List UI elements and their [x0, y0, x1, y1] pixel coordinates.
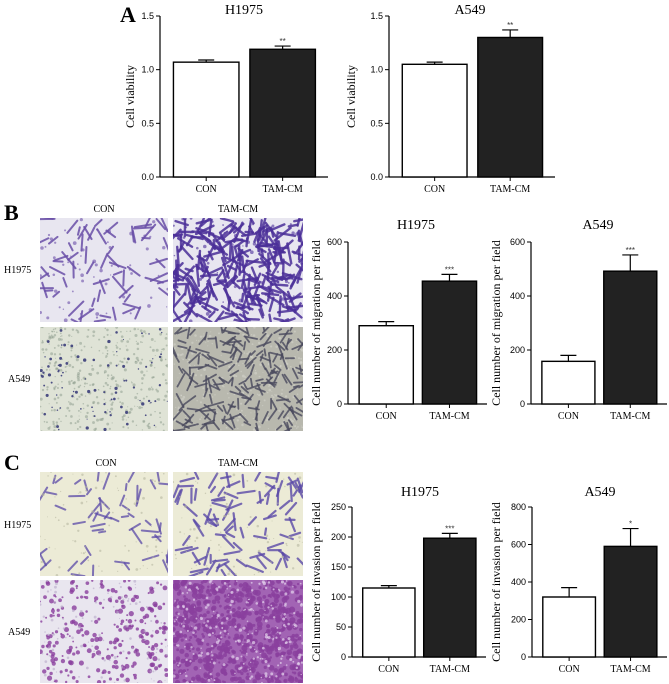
x-tick-label: TAM-CM	[430, 664, 470, 675]
significance-marker: ***	[445, 524, 454, 533]
micrograph-c-a549-con	[40, 580, 168, 683]
y-tick-label: 600	[510, 237, 525, 247]
panel-label-c: C	[4, 450, 20, 475]
x-tick-label: CON	[376, 411, 397, 422]
y-tick-label: 0.5	[141, 118, 154, 128]
y-tick-label: 200	[510, 345, 525, 355]
y-tick-label: 1.5	[370, 11, 383, 21]
y-tick-label: 600	[511, 540, 526, 550]
y-axis-label: Cell number of invasion per field	[309, 502, 323, 662]
y-axis-label: Cell number of invasion per field	[489, 502, 503, 662]
y-tick-label: 400	[511, 577, 526, 587]
panel-label-a: A	[120, 2, 136, 27]
bar-tam-cm	[477, 36, 544, 178]
micrograph-c-a549-tamcm	[173, 580, 303, 683]
significance-marker: *	[629, 520, 632, 529]
b-row-label-a549: A549	[8, 374, 30, 385]
c-col-label-tamcm: TAM-CM	[218, 458, 258, 469]
y-tick-label: 150	[331, 562, 346, 572]
c-row-label-a549: A549	[8, 627, 30, 638]
x-tick-label: CON	[378, 664, 399, 675]
bar-tam-cm	[422, 537, 477, 658]
bar-con	[172, 61, 240, 178]
x-tick-label: TAM-CM	[262, 184, 302, 195]
x-tick-label: CON	[424, 184, 445, 195]
chart-title: H1975	[397, 218, 435, 233]
chart-b-h1975: H1975 Cell number of migration per field 0…	[309, 218, 487, 422]
chart-title: H1975	[401, 485, 439, 500]
y-axis-label: Cell viability	[123, 65, 137, 128]
y-tick-label: 1.0	[370, 65, 383, 75]
x-tick-label: TAM-CM	[490, 184, 530, 195]
c-row-label-h1975: H1975	[4, 520, 31, 531]
y-tick-label: 400	[327, 291, 342, 301]
bar-tam-cm	[603, 545, 658, 658]
b-row-label-h1975: H1975	[4, 265, 31, 276]
b-col-label-tamcm: TAM-CM	[218, 204, 258, 215]
bar-con	[541, 360, 596, 405]
y-axis-label: Cell number of migration per field	[309, 240, 323, 406]
y-tick-label: 1.0	[141, 65, 154, 75]
significance-marker: **	[280, 37, 286, 46]
y-tick-label: 200	[331, 532, 346, 542]
panel-label-b: B	[4, 200, 19, 225]
micrograph-b-a549-con	[40, 327, 168, 431]
chart-title: H1975	[225, 3, 263, 18]
x-tick-label: TAM-CM	[429, 411, 469, 422]
chart-a-a549: A549 Cell viability 0.0 0.5 1.0 1.5 CON TAM-CM *…	[344, 3, 555, 195]
bar-tam-cm	[249, 48, 317, 178]
chart-b-a549: A549 Cell number of migration per field 0 2…	[489, 218, 667, 422]
x-tick-label: CON	[196, 184, 217, 195]
bar-tam-cm	[421, 280, 478, 405]
micrograph-c-h1975-tamcm	[173, 472, 303, 576]
significance-marker: ***	[626, 246, 635, 255]
y-tick-label: 250	[331, 502, 346, 512]
micrograph-b-a549-tamcm	[173, 327, 303, 431]
y-tick-label: 0	[341, 652, 346, 662]
y-tick-label: 200	[327, 345, 342, 355]
chart-title: A549	[454, 3, 485, 18]
b-col-label-con: CON	[93, 204, 114, 215]
y-tick-label: 400	[510, 291, 525, 301]
x-tick-label: TAM-CM	[610, 664, 650, 675]
bar-con	[362, 587, 416, 658]
chart-title: A549	[584, 485, 615, 500]
y-tick-label: 800	[511, 502, 526, 512]
y-tick-label: 0.0	[141, 172, 154, 182]
x-tick-label: CON	[558, 411, 579, 422]
y-tick-label: 600	[327, 237, 342, 247]
significance-marker: ***	[445, 265, 454, 274]
bar-con	[401, 63, 468, 178]
c-col-label-con: CON	[95, 458, 116, 469]
y-tick-label: 0.5	[370, 118, 383, 128]
micrograph-b-h1975-con	[40, 218, 168, 322]
y-tick-label: 0	[337, 399, 342, 409]
y-axis-label: Cell viability	[344, 65, 358, 128]
y-tick-label: 0	[521, 652, 526, 662]
micrograph-c-h1975-con	[40, 472, 168, 576]
y-tick-label: 50	[336, 622, 346, 632]
chart-title: A549	[582, 218, 613, 233]
micrograph-b-h1975-tamcm	[173, 218, 303, 322]
bar-con	[542, 596, 597, 658]
x-tick-label: CON	[559, 664, 580, 675]
bar-tam-cm	[603, 270, 658, 405]
y-tick-label: 0	[520, 399, 525, 409]
significance-marker: **	[507, 21, 513, 30]
chart-c-h1975: H1975 Cell number of invasion per field 0 5…	[309, 485, 486, 675]
chart-c-a549: A549 Cell number of invasion per field 0 20…	[489, 485, 667, 675]
y-tick-label: 100	[331, 592, 346, 602]
y-tick-label: 0.0	[370, 172, 383, 182]
y-tick-label: 1.5	[141, 11, 154, 21]
chart-a-h1975: H1975 Cell viability 0.0 0.5 1.0 1.5 CON TAM-CM…	[123, 3, 328, 195]
bar-con	[358, 325, 415, 405]
y-axis-label: Cell number of migration per field	[489, 240, 503, 406]
y-tick-label: 200	[511, 615, 526, 625]
x-tick-label: TAM-CM	[610, 411, 650, 422]
